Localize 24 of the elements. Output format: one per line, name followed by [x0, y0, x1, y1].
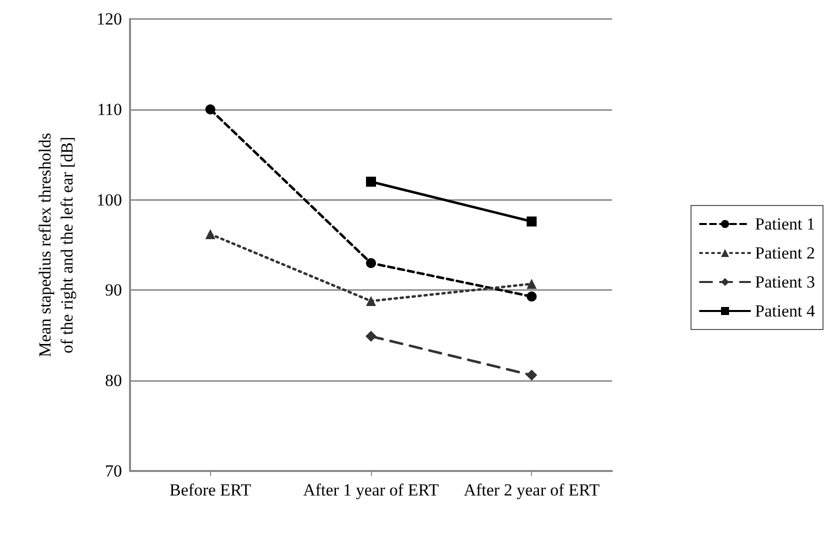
y-tick-label: 120: [96, 10, 122, 28]
y-tick-label: 90: [105, 280, 122, 300]
point: [526, 292, 537, 302]
point: [366, 296, 376, 306]
point: [526, 370, 538, 381]
y-tick-label: 110: [97, 100, 122, 119]
point: [526, 216, 537, 226]
legend-label: Patient 4: [755, 302, 816, 320]
point: [205, 229, 216, 240]
point: [366, 176, 376, 187]
y-axis-title: Mean stapedius reflex thresholds of the right and the left ear [dB]: [36, 132, 76, 358]
legend-label: Patient 2: [755, 244, 816, 262]
legend-label: Patient 3: [755, 272, 816, 292]
y-tick-label: 70: [105, 462, 122, 480]
x-tick-label: After 1 year of ERT: [303, 480, 440, 500]
y-tick-label: 80: [105, 371, 122, 390]
point: [526, 278, 537, 289]
point: [205, 104, 216, 114]
point: [366, 258, 376, 268]
legend-label: Patient 1: [755, 214, 816, 234]
point: [366, 330, 376, 342]
y-tick-label: 100: [96, 190, 122, 210]
x-tick-label: After 2 year of ERT: [464, 480, 600, 500]
x-tick-label: Before ERT: [170, 480, 252, 500]
